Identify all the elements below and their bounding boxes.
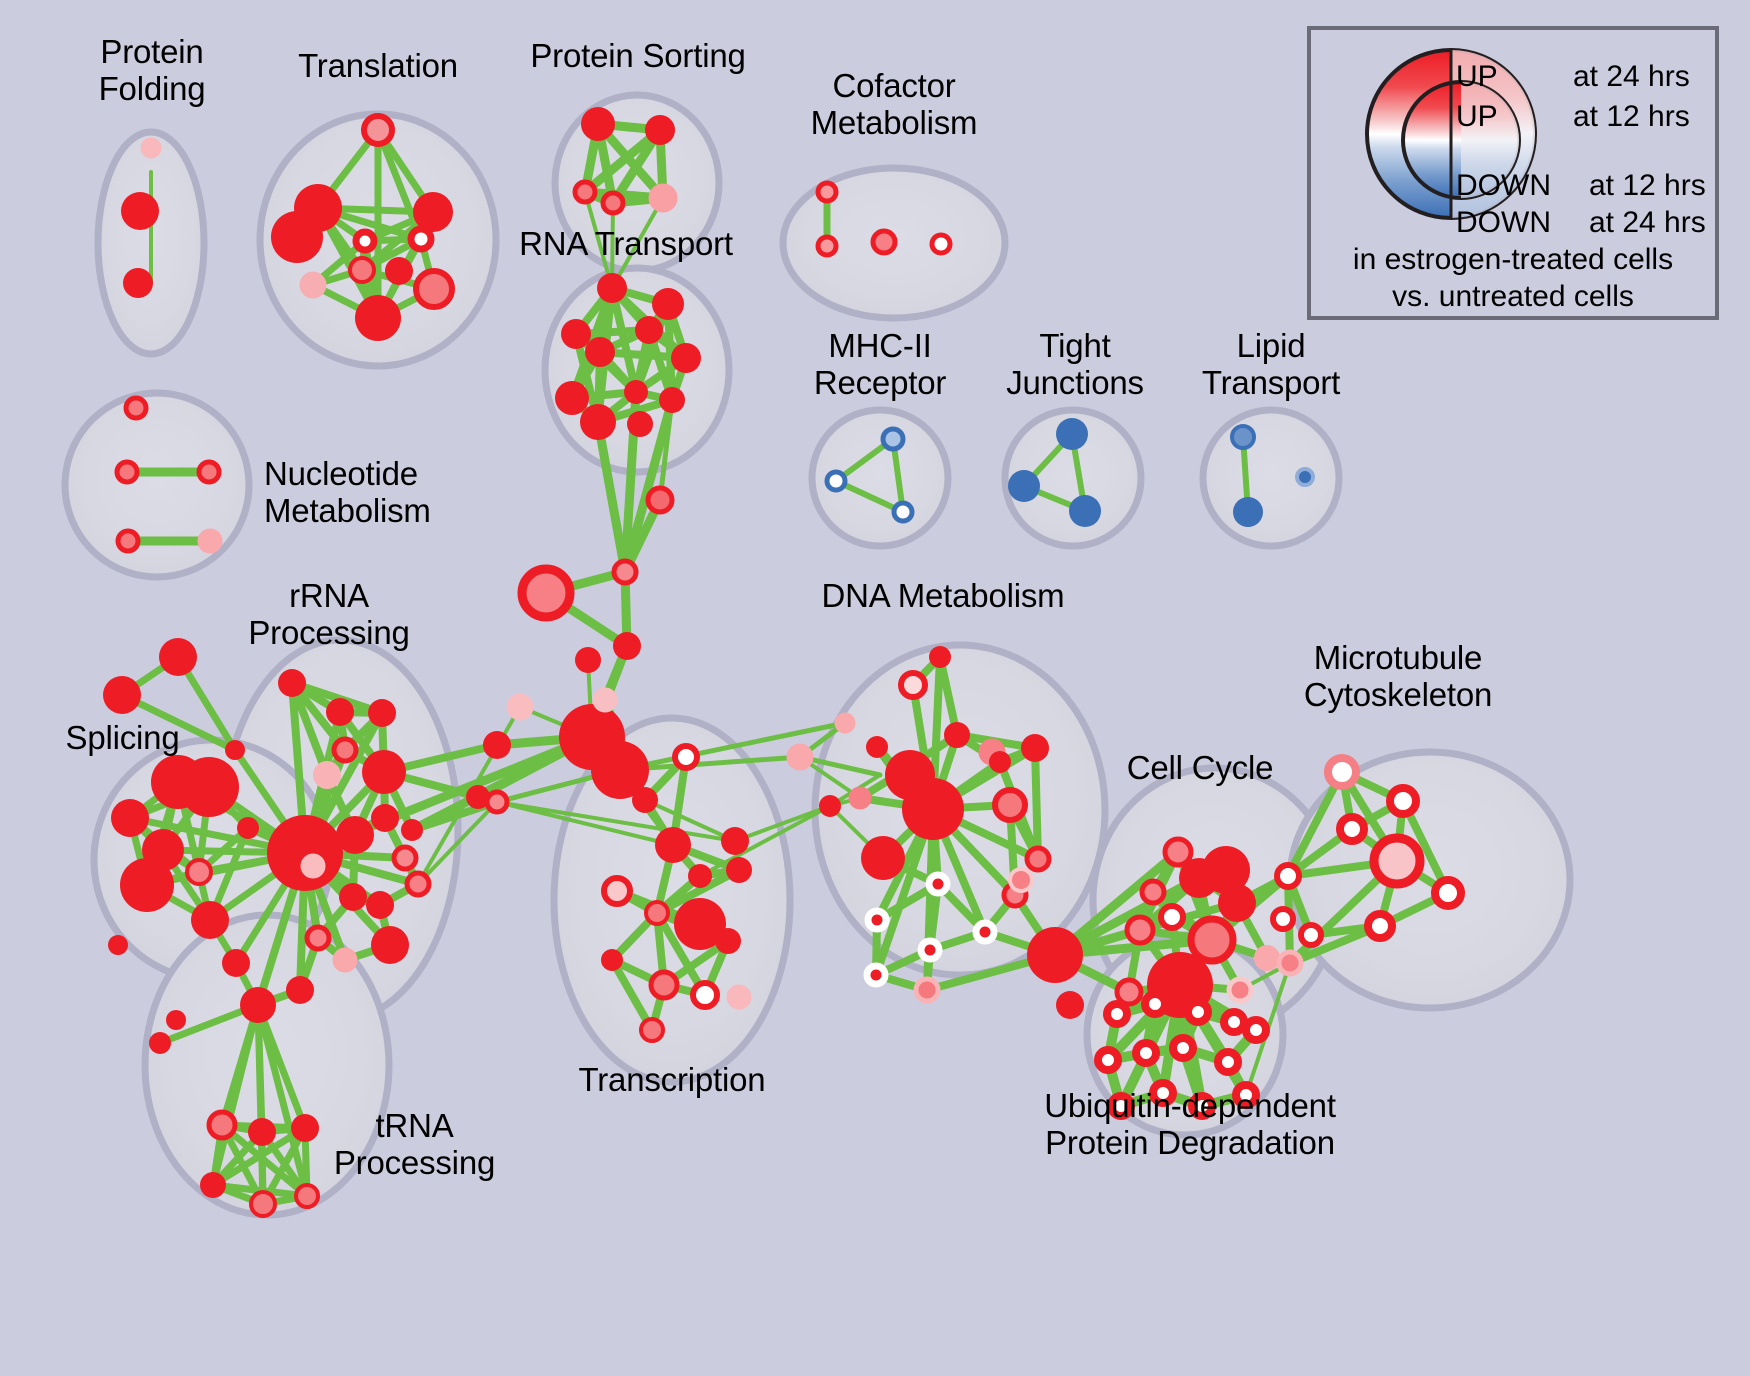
cluster-label-nucleotide-metabolism: Nucleotide Metabolism — [264, 455, 431, 529]
cluster-label-dna-metabolism: DNA Metabolism — [821, 577, 1065, 614]
cluster-label-trna-processing: tRNA Processing — [333, 1107, 496, 1181]
legend-box: UP at 24 hrs UP at 12 hrs DOWN at 12 hrs… — [1307, 26, 1719, 320]
legend-state-up-24: UP — [1456, 60, 1498, 93]
cluster-label-cofactor-metabolism: Cofactor Metabolism — [810, 67, 978, 141]
cluster-label-rrna-processing: rRNA Processing — [248, 577, 410, 651]
legend-color-scale — [1365, 48, 1537, 220]
legend-footer-line2: vs. untreated cells — [1392, 279, 1634, 313]
legend-time-up-12: at 12 hrs — [1573, 100, 1690, 133]
cluster-label-rna-transport: RNA Transport — [519, 225, 733, 262]
legend-state-down-24: DOWN — [1456, 206, 1551, 239]
legend-inner-ring-right-half — [1461, 82, 1519, 198]
legend-state-up-12: UP — [1456, 100, 1498, 133]
network-nodes — [103, 107, 1465, 1218]
legend-state-down-12: DOWN — [1456, 169, 1551, 202]
cluster-label-splicing: Splicing — [65, 719, 180, 756]
blob-lipid-transport — [1199, 406, 1343, 550]
legend-time-up-24: at 24 hrs — [1573, 60, 1690, 93]
cluster-label-transcription: Transcription — [578, 1061, 766, 1098]
cluster-label-tight-junctions: Tight Junctions — [1006, 327, 1144, 401]
legend-time-down-24: at 24 hrs — [1589, 206, 1706, 239]
cluster-label-translation: Translation — [298, 47, 458, 84]
blob-nucleotide — [61, 389, 253, 581]
cluster-label-protein-sorting: Protein Sorting — [530, 37, 746, 74]
blob-tight-junctions — [1001, 406, 1145, 550]
cluster-label-microtubule-cytoskeleton: Microtubule Cytoskeleton — [1303, 639, 1493, 713]
cluster-label-ubiquitin-degradation: Ubiquitin-dependent Protein Degradation — [1044, 1087, 1336, 1161]
legend-footer-line1: in estrogen-treated cells — [1352, 243, 1674, 276]
cluster-label-mhc-ii-receptor: MHC-II Receptor — [813, 327, 947, 401]
cluster-label-lipid-transport: Lipid Transport — [1201, 327, 1341, 401]
cluster-label-protein-folding: Protein Folding — [98, 33, 206, 107]
legend-footer: in estrogen-treated cells vs. untreated … — [1311, 242, 1715, 315]
legend-time-down-12: at 12 hrs — [1589, 169, 1706, 202]
cluster-label-cell-cycle: Cell Cycle — [1126, 749, 1274, 786]
